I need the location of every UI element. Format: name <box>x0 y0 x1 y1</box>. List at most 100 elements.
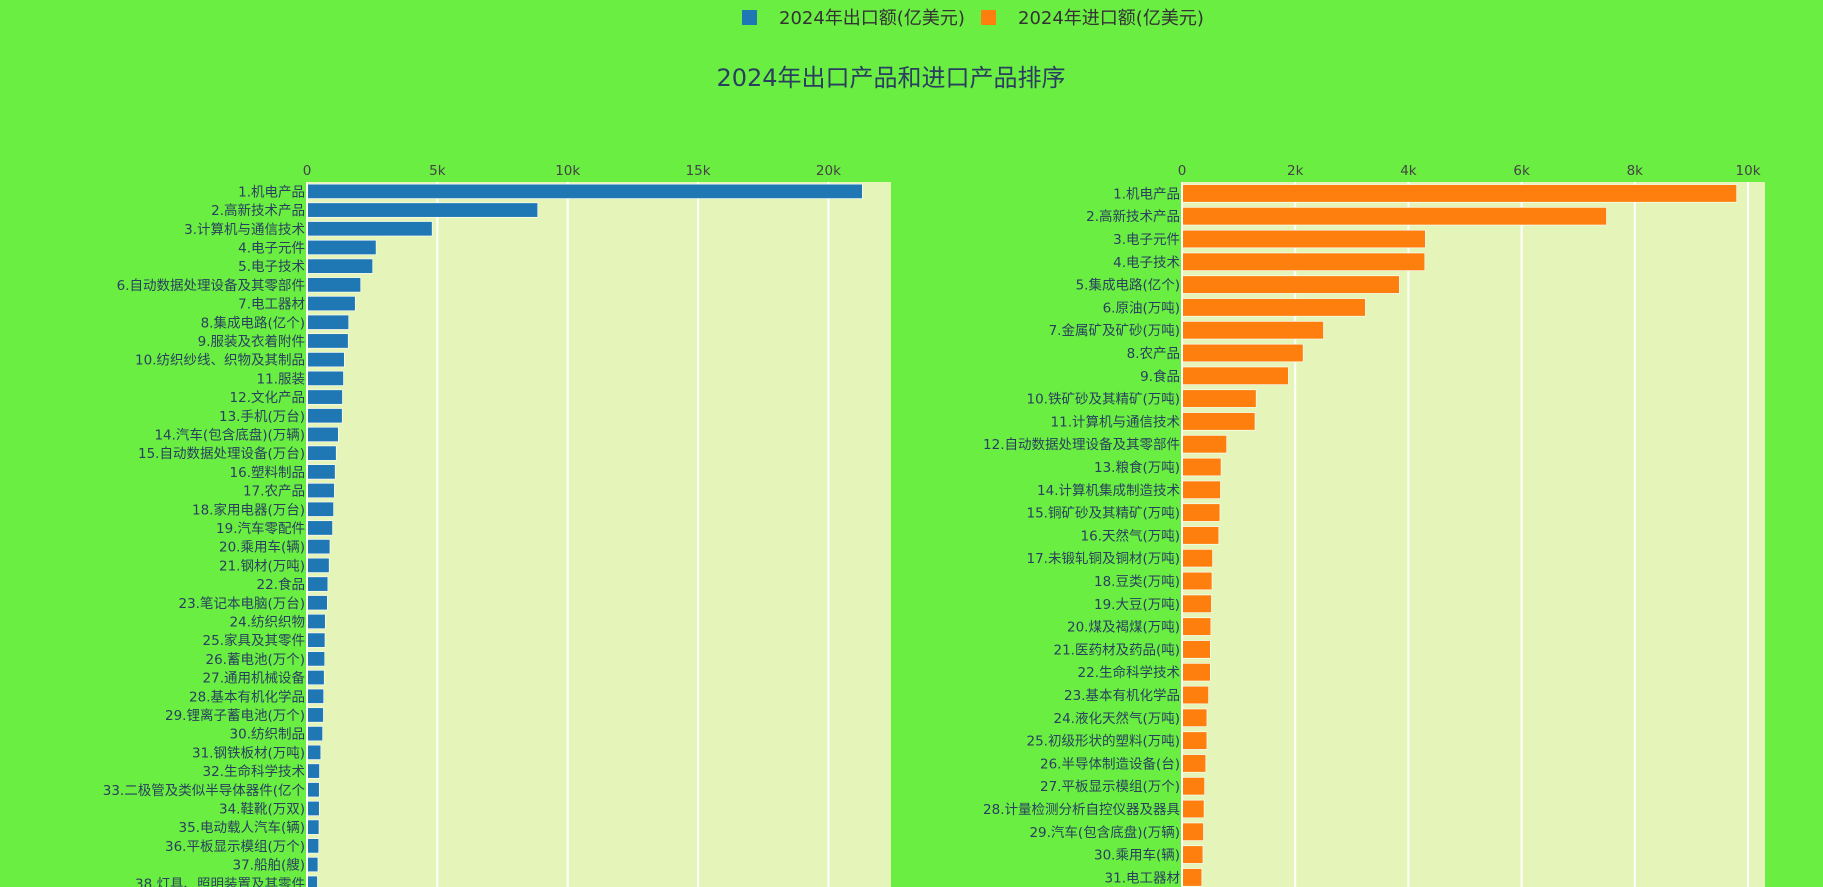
export-category-label: 38.灯具、照明装置及其零件 <box>135 876 305 887</box>
legend-item-import[interactable]: 2024年进口额(亿美元) <box>981 4 1204 30</box>
import-category-label: 28.计量检测分析自控仪器及器具 <box>983 802 1180 818</box>
export-bar <box>306 632 326 648</box>
export-category-label: 8.集成电路(亿个) <box>201 315 305 331</box>
import-bar <box>1181 845 1204 864</box>
import-bar <box>1181 868 1203 887</box>
import-category-label: 9.食品 <box>1140 368 1180 385</box>
import-category-label: 8.农产品 <box>1127 346 1180 362</box>
export-bar <box>306 520 333 536</box>
export-category-label: 7.电工器材 <box>238 297 305 313</box>
export-bar <box>306 445 337 461</box>
chart-title: 2024年出口产品和进口产品排序 <box>716 64 1066 92</box>
export-category-label: 36.平板显示模组(万个) <box>165 839 305 855</box>
import-bar <box>1181 777 1205 796</box>
export-bar <box>306 352 345 368</box>
import-bar <box>1181 389 1257 408</box>
export-category-label: 32.生命科学技术 <box>203 763 305 780</box>
export-category-label: 23.笔记本电脑(万台) <box>178 596 305 612</box>
export-bar <box>306 688 324 704</box>
import-category-label: 18.豆类(万吨) <box>1094 574 1180 590</box>
import-x-tick-label: 0 <box>1178 163 1187 179</box>
import-bar <box>1181 207 1607 226</box>
import-category-label: 22.生命科学技术 <box>1078 664 1180 681</box>
import-category-label: 21.医药材及药品(吨) <box>1053 642 1180 658</box>
export-bar <box>306 483 335 499</box>
import-bar <box>1181 480 1221 499</box>
import-category-label: 31.电工器材 <box>1105 870 1180 886</box>
import-category-label: 29.汽车(包含底盘)(万辆) <box>1029 824 1180 841</box>
import-bar <box>1181 754 1207 773</box>
import-x-tick-label: 10k <box>1736 163 1761 179</box>
export-bar <box>306 838 320 854</box>
export-bar <box>306 314 350 330</box>
import-x-tick-label: 8k <box>1627 163 1644 179</box>
import-category-label: 5.集成电路(亿个) <box>1076 278 1180 294</box>
export-category-label: 18.家用电器(万台) <box>192 501 305 518</box>
export-category-label: 10.纺织纱线、织物及其制品 <box>135 353 305 369</box>
export-category-label: 22.食品 <box>257 576 305 593</box>
export-bar <box>306 239 377 255</box>
import-category-label: 12.自动数据处理设备及其零部件 <box>983 436 1180 453</box>
export-x-tick-label: 20k <box>816 163 841 179</box>
import-category-label: 17.未锻轧铜及铜材(万吨) <box>1026 551 1180 567</box>
export-category-label: 20.乘用车(辆) <box>219 539 305 556</box>
import-category-label: 13.粮食(万吨) <box>1094 459 1180 476</box>
import-bar <box>1181 298 1366 317</box>
export-bar <box>306 296 356 312</box>
export-bar <box>306 389 343 405</box>
import-category-label: 10.铁矿砂及其精矿(万吨) <box>1026 392 1180 408</box>
export-category-label: 35.电动载人汽车(辆) <box>178 819 305 836</box>
export-bar <box>306 183 863 199</box>
export-category-label: 30.纺织制品 <box>230 727 305 743</box>
import-bar <box>1181 708 1208 727</box>
export-category-label: 27.通用机械设备 <box>203 670 306 687</box>
export-category-label: 19.汽车零配件 <box>216 520 305 537</box>
import-bar <box>1181 617 1212 636</box>
import-bar <box>1181 252 1426 271</box>
export-x-tick-label: 10k <box>555 163 580 179</box>
import-category-label: 20.煤及褐煤(万吨) <box>1067 620 1180 636</box>
export-category-label: 16.塑料制品 <box>230 465 305 481</box>
import-category-label: 25.初级形状的塑料(万吨) <box>1026 733 1180 750</box>
import-bar <box>1181 594 1212 613</box>
export-bar <box>306 651 326 667</box>
import-bar <box>1181 435 1228 454</box>
import-category-label: 26.半导体制造设备(台) <box>1040 755 1180 772</box>
import-bar <box>1181 184 1737 203</box>
import-category-label: 7.金属矿及矿砂(万吨) <box>1049 323 1180 339</box>
export-x-tick-label: 0 <box>303 163 312 179</box>
export-x-tick-label: 15k <box>686 163 711 179</box>
export-bar <box>306 819 320 835</box>
export-bar <box>306 875 318 887</box>
export-category-label: 4.电子元件 <box>238 240 305 256</box>
export-category-label: 21.钢材(万吨) <box>219 558 305 574</box>
export-bar <box>306 782 320 798</box>
export-category-label: 11.服装 <box>257 371 305 387</box>
legend-item-export[interactable]: 2024年出口额(亿美元) <box>742 4 965 30</box>
export-category-label: 25.家具及其零件 <box>203 632 305 649</box>
import-category-label: 19.大豆(万吨) <box>1094 597 1180 613</box>
export-category-label: 37.船舶(艘) <box>232 858 305 874</box>
export-bar <box>306 539 331 555</box>
export-category-label: 3.计算机与通信技术 <box>184 222 305 238</box>
export-category-label: 28.基本有机化学品 <box>189 688 305 705</box>
export-category-label: 13.手机(万台) <box>219 409 305 425</box>
export-category-label: 17.农产品 <box>243 484 305 500</box>
export-category-label: 34.鞋靴(万双) <box>219 801 305 817</box>
export-bar <box>306 670 325 686</box>
export-x-tick-label: 5k <box>429 163 446 179</box>
export-bar <box>306 277 362 293</box>
import-bar <box>1181 663 1211 682</box>
import-bar <box>1181 685 1209 705</box>
export-bar <box>306 258 373 274</box>
import-bar <box>1181 275 1400 294</box>
export-category-label: 26.蓄电池(万个) <box>205 652 305 668</box>
legend: 2024年出口额(亿美元) 2024年进口额(亿美元) <box>0 4 1823 30</box>
import-category-label: 16.天然气(万吨) <box>1080 527 1180 544</box>
import-category-label: 1.机电产品 <box>1113 186 1180 202</box>
export-category-label: 15.自动数据处理设备(万台) <box>138 445 305 462</box>
import-bar <box>1181 731 1208 750</box>
import-x-tick-label: 6k <box>1513 163 1530 179</box>
export-bar <box>306 333 349 349</box>
